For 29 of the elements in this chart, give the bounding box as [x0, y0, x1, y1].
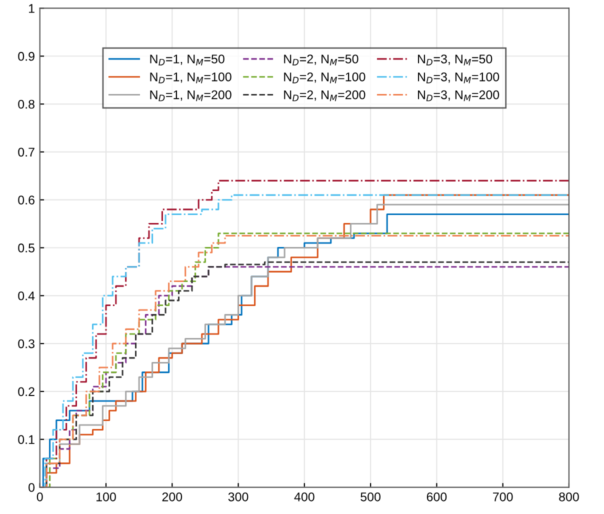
x-tick-label: 800	[559, 492, 579, 502]
y-tick-label: 0.7	[18, 148, 34, 157]
y-tick-label: 0.4	[18, 291, 35, 300]
x-tick-label: 400	[294, 492, 314, 502]
x-tick-label: 600	[426, 492, 447, 502]
y-tick-label: 0.1	[18, 435, 34, 444]
legend-label: N$_{D}$=2, N$_{M}$=200	[284, 90, 366, 102]
y-tick-label: 0.8	[18, 100, 34, 109]
x-tick-label: 500	[360, 492, 380, 502]
legend-label: N$_{D}$=1, N$_{M}$=50	[150, 54, 224, 66]
x-tick-label: 700	[493, 492, 513, 502]
x-tick-label: 300	[228, 492, 248, 502]
y-tick-label: 0.9	[18, 52, 34, 61]
legend-label: N$_{D}$=3, N$_{M}$=100	[418, 72, 500, 84]
legend-label: N$_{D}$=3, N$_{M}$=200	[418, 90, 500, 102]
legend-label: N$_{D}$=3, N$_{M}$=50	[418, 54, 492, 66]
y-tick-label: 0	[28, 483, 35, 492]
legend-label: N$_{D}$=2, N$_{M}$=100	[284, 72, 366, 84]
y-tick-label: 0.6	[18, 196, 34, 204]
y-tick-label: 0.3	[18, 339, 34, 348]
x-tick-label: 100	[96, 492, 116, 502]
x-tick-label: 0	[36, 492, 43, 502]
legend-label: N$_{D}$=1, N$_{M}$=100	[150, 72, 232, 84]
y-tick-label: 0.5	[18, 244, 34, 252]
legend-label: N$_{D}$=1, N$_{M}$=200	[150, 90, 232, 102]
y-tick-label: 0.2	[18, 387, 34, 396]
y-tick-label: 1	[29, 4, 34, 13]
x-tick-label: 200	[162, 492, 182, 502]
legend-label: N$_{D}$=2, N$_{M}$=50	[284, 54, 358, 66]
